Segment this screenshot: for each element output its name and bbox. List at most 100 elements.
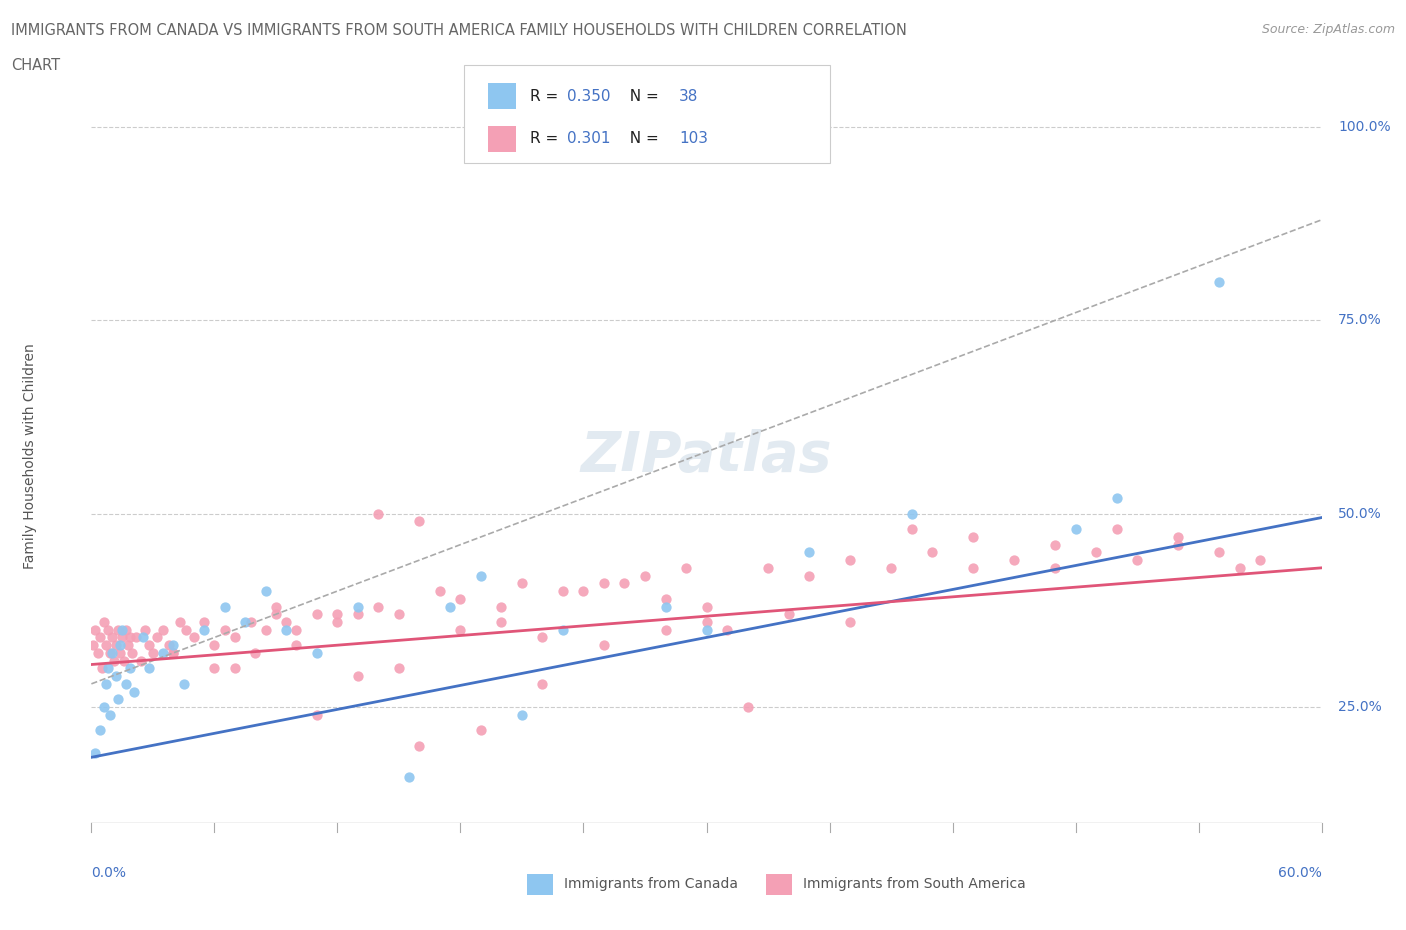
Text: ZIPatlas: ZIPatlas bbox=[581, 429, 832, 483]
Point bbox=[193, 615, 215, 630]
Point bbox=[84, 746, 107, 761]
Text: 50.0%: 50.0% bbox=[1339, 507, 1382, 521]
Point bbox=[224, 661, 246, 676]
Point bbox=[398, 769, 420, 784]
Point bbox=[675, 561, 697, 576]
Point bbox=[146, 630, 169, 644]
Point bbox=[276, 622, 298, 637]
Point bbox=[347, 669, 370, 684]
Point bbox=[1064, 522, 1087, 537]
Text: Immigrants from Canada: Immigrants from Canada bbox=[564, 877, 738, 892]
Point bbox=[254, 584, 277, 599]
Point bbox=[1043, 561, 1066, 576]
Point bbox=[183, 630, 205, 644]
Point bbox=[105, 638, 127, 653]
Point bbox=[531, 630, 554, 644]
Text: Immigrants from South America: Immigrants from South America bbox=[803, 877, 1025, 892]
Text: 100.0%: 100.0% bbox=[1339, 120, 1391, 134]
Point bbox=[254, 622, 277, 637]
Point bbox=[108, 645, 131, 660]
Point bbox=[162, 645, 184, 660]
Point bbox=[654, 599, 676, 614]
Point bbox=[93, 699, 115, 714]
Point bbox=[84, 622, 107, 637]
Point bbox=[491, 615, 513, 630]
Point bbox=[1002, 552, 1025, 567]
Point bbox=[134, 622, 156, 637]
Point bbox=[778, 606, 800, 621]
Text: R =: R = bbox=[530, 131, 564, 146]
Point bbox=[115, 676, 138, 691]
Point bbox=[572, 584, 595, 599]
Point bbox=[240, 615, 263, 630]
Point bbox=[1229, 561, 1251, 576]
Point bbox=[491, 599, 513, 614]
Point bbox=[962, 529, 984, 544]
Point bbox=[1208, 274, 1230, 289]
Text: 60.0%: 60.0% bbox=[1278, 866, 1322, 880]
Point bbox=[142, 645, 165, 660]
Text: R =: R = bbox=[530, 88, 564, 104]
Text: 0.301: 0.301 bbox=[567, 131, 610, 146]
Point bbox=[285, 622, 308, 637]
Point bbox=[111, 630, 134, 644]
Point bbox=[82, 638, 104, 653]
Point bbox=[1085, 545, 1108, 560]
Point bbox=[202, 661, 225, 676]
Point bbox=[900, 522, 922, 537]
Point bbox=[449, 622, 471, 637]
Point bbox=[388, 606, 411, 621]
Point bbox=[654, 622, 676, 637]
Text: Source: ZipAtlas.com: Source: ZipAtlas.com bbox=[1261, 23, 1395, 36]
Point bbox=[162, 638, 184, 653]
Point bbox=[174, 622, 197, 637]
Point bbox=[103, 653, 125, 668]
Point bbox=[634, 568, 657, 583]
Point bbox=[880, 561, 903, 576]
Point bbox=[439, 599, 461, 614]
Point bbox=[108, 638, 131, 653]
Point bbox=[107, 622, 129, 637]
Point bbox=[98, 645, 121, 660]
Text: Family Households with Children: Family Households with Children bbox=[22, 343, 37, 568]
Point bbox=[367, 599, 389, 614]
Point bbox=[900, 506, 922, 521]
Point bbox=[138, 638, 160, 653]
Point bbox=[347, 599, 370, 614]
Point bbox=[1126, 552, 1149, 567]
Text: 75.0%: 75.0% bbox=[1339, 313, 1382, 327]
Point bbox=[97, 622, 120, 637]
Point bbox=[510, 708, 533, 723]
Point bbox=[111, 622, 134, 637]
Point bbox=[1167, 529, 1189, 544]
Point bbox=[202, 638, 225, 653]
Point bbox=[264, 599, 287, 614]
Text: 38: 38 bbox=[679, 88, 699, 104]
Point bbox=[152, 622, 174, 637]
Point bbox=[214, 599, 236, 614]
Point bbox=[125, 630, 148, 644]
Point bbox=[695, 615, 717, 630]
Point bbox=[98, 708, 121, 723]
Point bbox=[157, 638, 180, 653]
Point bbox=[326, 606, 349, 621]
Point bbox=[107, 692, 129, 707]
Point bbox=[1043, 538, 1066, 552]
Point bbox=[449, 591, 471, 606]
Point bbox=[121, 645, 143, 660]
Point bbox=[94, 676, 117, 691]
Point bbox=[245, 645, 267, 660]
Point bbox=[613, 576, 636, 591]
Point bbox=[89, 723, 111, 737]
Point bbox=[737, 699, 759, 714]
Point bbox=[89, 630, 111, 644]
Point bbox=[305, 708, 328, 723]
Text: 0.0%: 0.0% bbox=[91, 866, 127, 880]
Point bbox=[716, 622, 738, 637]
Point bbox=[429, 584, 451, 599]
Text: 103: 103 bbox=[679, 131, 709, 146]
Point bbox=[551, 584, 574, 599]
Point bbox=[90, 661, 112, 676]
Text: 25.0%: 25.0% bbox=[1339, 700, 1382, 714]
Point bbox=[695, 599, 717, 614]
